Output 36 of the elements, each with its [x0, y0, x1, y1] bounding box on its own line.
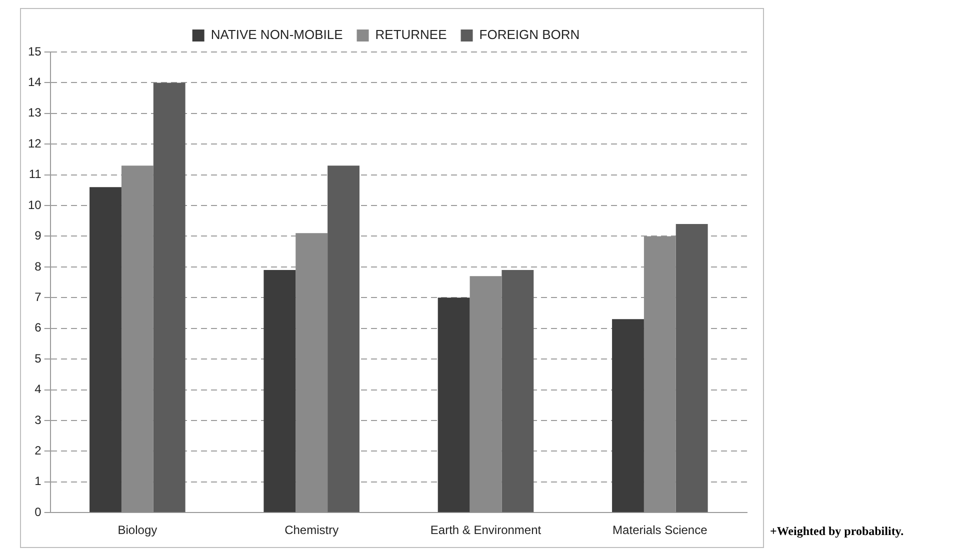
x-tick-label: Chemistry — [284, 523, 339, 538]
x-tick-label: Biology — [118, 523, 158, 538]
y-tick-label: 12 — [28, 136, 42, 150]
y-tick-label: 4 — [34, 382, 42, 396]
bar — [438, 298, 470, 512]
y-tick-label: 15 — [28, 44, 42, 58]
bar — [90, 187, 122, 512]
bar — [676, 224, 708, 512]
bar — [121, 166, 154, 512]
y-tick-label: 10 — [28, 198, 42, 212]
y-tick-label: 11 — [28, 167, 42, 182]
y-tick-label: 8 — [34, 259, 42, 274]
legend-label: NATIVE NON-MOBILE — [210, 27, 344, 42]
bar — [502, 270, 534, 512]
x-tick-label: Earth & Environment — [430, 523, 542, 538]
y-tick-label: 7 — [34, 290, 42, 304]
legend-label: FOREIGN BORN — [479, 27, 580, 42]
bar — [264, 270, 296, 512]
x-tick-label: Materials Science — [612, 523, 708, 538]
y-tick-label: 0 — [34, 504, 42, 519]
bar — [296, 233, 328, 512]
y-tick-label: 9 — [34, 228, 42, 243]
bar — [612, 319, 644, 512]
bar — [470, 276, 502, 512]
bar — [153, 82, 186, 512]
y-tick-label: 13 — [28, 106, 42, 120]
text: +Weighted by probability. — [770, 524, 904, 539]
legend-label: RETURNEE — [375, 27, 448, 42]
y-tick-label: 6 — [34, 320, 42, 335]
y-tick-label: 3 — [34, 412, 42, 427]
y-tick-label: 2 — [34, 444, 42, 458]
bar — [328, 166, 360, 512]
y-tick-label: 1 — [34, 474, 42, 488]
y-tick-label: 14 — [28, 75, 42, 90]
y-tick-label: 5 — [34, 351, 42, 366]
bar — [644, 236, 676, 512]
